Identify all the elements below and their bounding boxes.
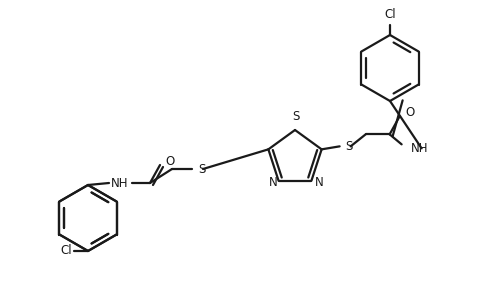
- Text: S: S: [346, 140, 353, 153]
- Text: S: S: [292, 110, 300, 123]
- Text: N: N: [315, 176, 324, 189]
- Text: Cl: Cl: [60, 245, 72, 258]
- Text: N: N: [269, 176, 278, 189]
- Text: O: O: [165, 154, 174, 168]
- Text: S: S: [198, 162, 205, 176]
- Text: NH: NH: [111, 176, 129, 189]
- Text: O: O: [406, 106, 415, 119]
- Text: Cl: Cl: [384, 8, 396, 21]
- Text: NH: NH: [411, 142, 428, 155]
